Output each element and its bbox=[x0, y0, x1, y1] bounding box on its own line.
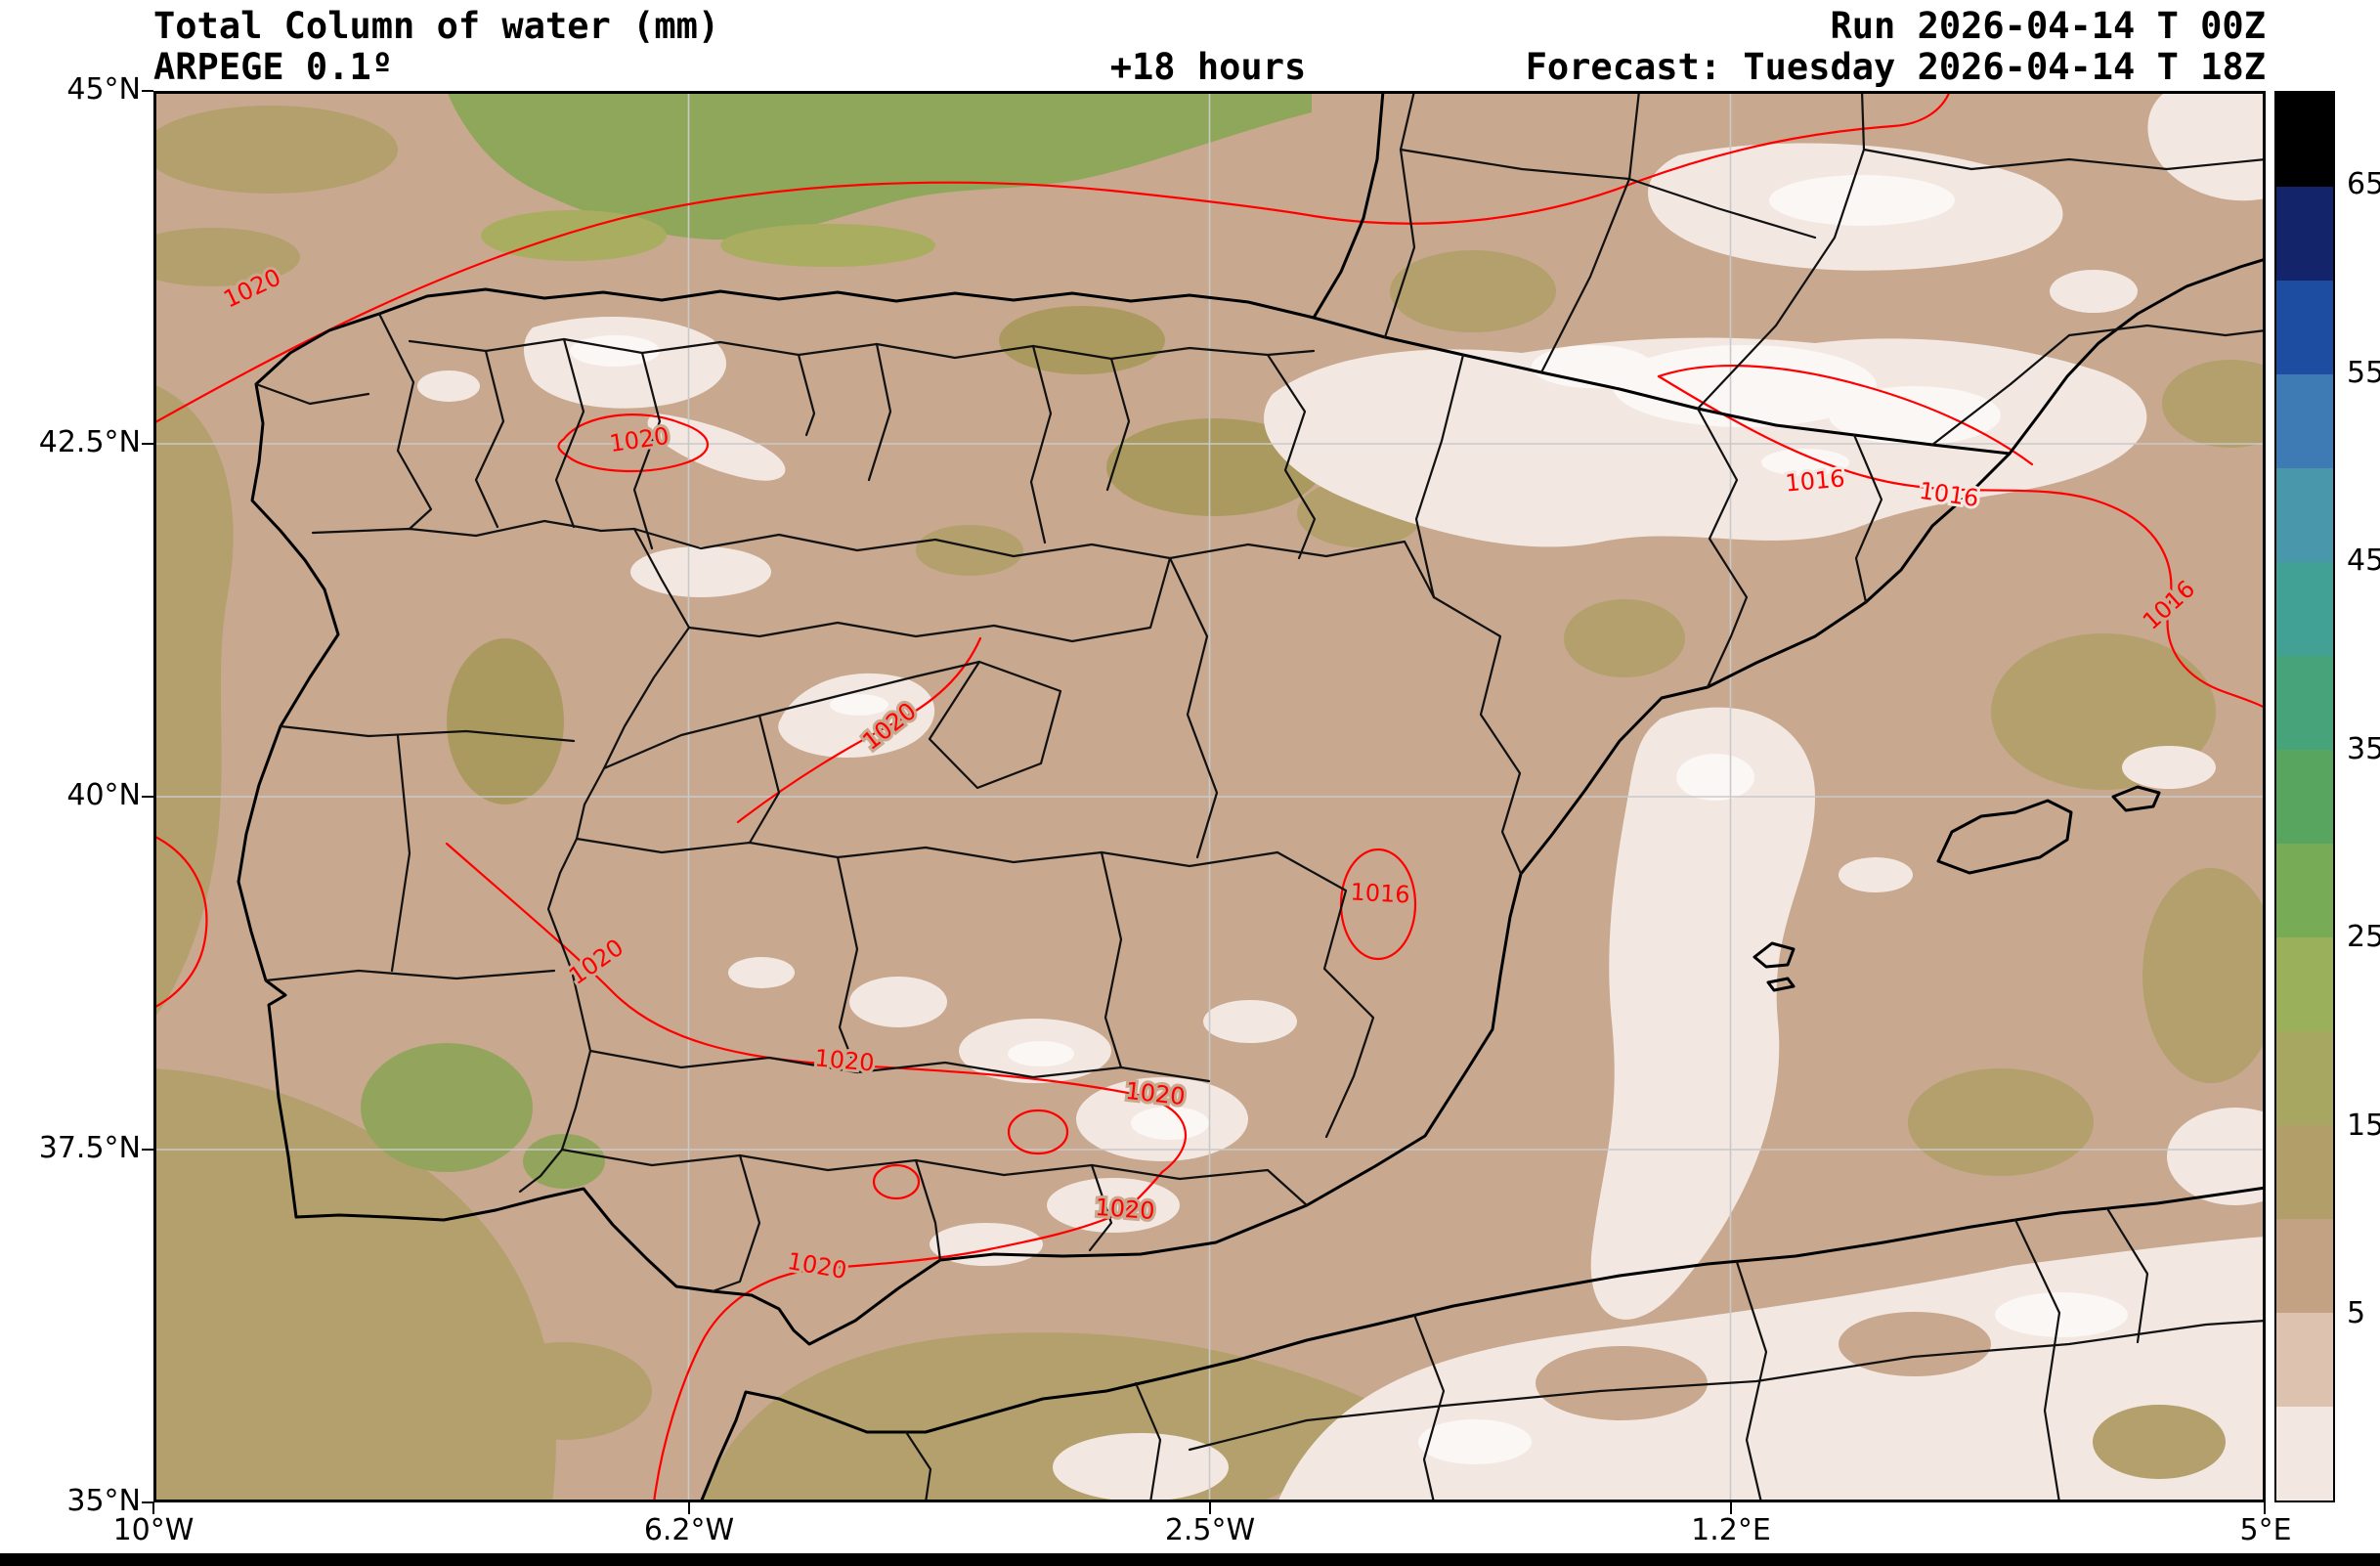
isobar-1020-line bbox=[445, 842, 1188, 1504]
iberia-coastline bbox=[237, 287, 2012, 1346]
plot-border bbox=[153, 91, 2266, 1502]
isobar-1016-loop bbox=[1339, 848, 1417, 961]
isobar-1016-line bbox=[1657, 365, 2034, 466]
africa-boundaries bbox=[904, 1208, 2268, 1504]
colorbar-cell bbox=[2276, 93, 2333, 187]
colorbar-cell bbox=[2276, 562, 2333, 656]
africa-coastline bbox=[699, 1186, 2268, 1504]
province-boundaries bbox=[254, 312, 1883, 1293]
colorbar bbox=[2274, 91, 2335, 1502]
france-department-boundaries bbox=[1383, 89, 2268, 447]
x-tick-1-2e: 1.2°E bbox=[1691, 1513, 1771, 1547]
y-tick-35n: 35°N bbox=[66, 1484, 141, 1518]
axis-tick bbox=[2264, 1502, 2266, 1514]
axis-tick bbox=[1730, 1502, 1732, 1514]
map-plot-area: 1020 1020 1020 1016 1016 1016 1016 1020 … bbox=[124, 89, 2304, 1504]
colorbar-cell bbox=[2276, 1031, 2333, 1125]
colorbar-tick-35: 35 bbox=[2347, 732, 2380, 766]
colorbar-cell bbox=[2276, 937, 2333, 1031]
axis-tick bbox=[688, 1502, 690, 1514]
coastlines-and-borders bbox=[237, 89, 2268, 1504]
axis-tick bbox=[142, 1149, 153, 1151]
colorbar-cell bbox=[2276, 187, 2333, 281]
map-canvas: 1020 1020 1020 1016 1016 1016 1016 1020 … bbox=[124, 89, 2304, 1504]
isobar-1020-loop bbox=[1007, 1109, 1069, 1155]
bottom-bar bbox=[0, 1553, 2380, 1566]
run-label: Run 2026-04-14 T 00Z bbox=[1830, 5, 2266, 47]
colorbar-cell bbox=[2276, 1219, 2333, 1313]
y-tick-45n: 45°N bbox=[66, 72, 141, 107]
pale-regions bbox=[417, 91, 2304, 1502]
isobar-1016-line bbox=[1657, 374, 2268, 711]
axis-tick bbox=[142, 1501, 153, 1503]
forecast-label: Forecast: Tuesday 2026-04-14 T 18Z bbox=[1525, 46, 2266, 88]
y-tick-37-5n: 37.5°N bbox=[38, 1131, 141, 1165]
colorbar-cell bbox=[2276, 374, 2333, 468]
balearic-islands bbox=[1753, 785, 2161, 992]
colorbar-cell bbox=[2276, 844, 2333, 937]
colorbar-tick-25: 25 bbox=[2347, 920, 2380, 954]
isobar-1020-line bbox=[151, 834, 208, 1010]
colorbar-tick-65: 65 bbox=[2347, 167, 2380, 201]
colorbar-cell bbox=[2276, 468, 2333, 562]
y-tick-42-5n: 42.5°N bbox=[38, 425, 141, 459]
colorbar-tick-15: 15 bbox=[2347, 1109, 2380, 1143]
isobar-label-1016: 1016 bbox=[1784, 464, 1845, 497]
colorbar-cell bbox=[2276, 1407, 2333, 1501]
isobar-label-1020: 1020 bbox=[813, 1044, 875, 1076]
page-title: Total Column of water (mm) bbox=[153, 5, 720, 47]
isobar-contours bbox=[151, 89, 2268, 1504]
colorbar-tick-45: 45 bbox=[2347, 544, 2380, 578]
colorbar-cell bbox=[2276, 656, 2333, 750]
x-tick-6-2w: 6.2°W bbox=[643, 1513, 735, 1547]
colorbar-cell bbox=[2276, 1125, 2333, 1219]
axis-tick bbox=[142, 796, 153, 798]
isobar-1020-loop bbox=[872, 1163, 921, 1200]
isobar-1020-line bbox=[151, 89, 1952, 425]
y-tick-40n: 40°N bbox=[66, 778, 141, 812]
axis-tick bbox=[142, 90, 153, 92]
colorbar-cell bbox=[2276, 1313, 2333, 1407]
lead-time-label: +18 hours bbox=[1109, 46, 1307, 88]
khaki-regions bbox=[124, 106, 2299, 1502]
axis-tick bbox=[142, 443, 153, 445]
isobar-1020-line bbox=[736, 636, 982, 824]
green-regions bbox=[361, 91, 1312, 1189]
x-tick-2-5w: 2.5°W bbox=[1164, 1513, 1256, 1547]
colorbar-tick-55: 55 bbox=[2347, 356, 2380, 390]
axis-tick bbox=[1209, 1502, 1211, 1514]
x-tick-10w: 10°W bbox=[112, 1513, 195, 1547]
x-tick-5e: 5°E bbox=[2239, 1513, 2292, 1547]
colorbar-tick-5: 5 bbox=[2347, 1296, 2366, 1330]
model-label: ARPEGE 0.1º bbox=[153, 46, 394, 88]
isobar-label-1020: 1020 bbox=[1095, 1194, 1156, 1225]
axis-tick bbox=[152, 1502, 154, 1514]
colorbar-cell bbox=[2276, 281, 2333, 374]
isobar-label-1016: 1016 bbox=[1350, 878, 1410, 908]
colorbar-cell bbox=[2276, 750, 2333, 844]
